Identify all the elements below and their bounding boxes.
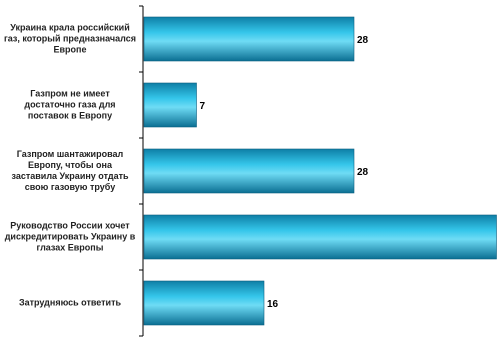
- category-label-2: Газпром шантажировал Европу, чтобы она з…: [11, 149, 129, 192]
- bar-2: [143, 148, 355, 194]
- category-label-4: Затрудняюсь ответить: [18, 297, 122, 308]
- category-label-1: Газпром не имеет достаточно газа для пос…: [24, 88, 116, 121]
- bar-1: [143, 82, 197, 128]
- bar-0: [143, 16, 355, 62]
- value-label-2: 28: [357, 167, 369, 178]
- bar-3: [143, 214, 497, 260]
- value-label-4: 16: [267, 299, 279, 310]
- category-label-0: Украина крала российский газ, который пр…: [4, 22, 136, 55]
- value-label-0: 28: [357, 35, 369, 46]
- bar-4: [143, 280, 265, 326]
- category-label-3: Руководство России хочет дискредитироват…: [4, 220, 136, 253]
- value-label-1: 7: [200, 101, 206, 112]
